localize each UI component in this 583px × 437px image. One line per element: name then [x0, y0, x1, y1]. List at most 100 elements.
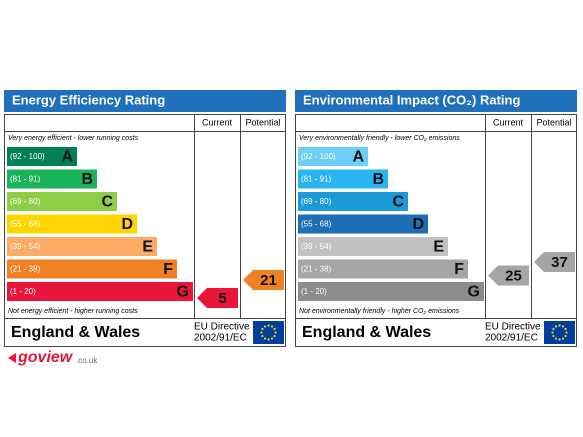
- band-range: (21 - 38): [301, 265, 332, 274]
- eu-star: [564, 334, 567, 338]
- band-range: (81 - 91): [301, 175, 332, 184]
- rating-value: 37: [551, 254, 568, 271]
- eu-star: [554, 325, 558, 328]
- rating-band: [7, 147, 77, 166]
- eu-flag: [544, 321, 575, 344]
- bottom-note: Not environmentally friendly - higher CO…: [299, 308, 460, 315]
- band-letter: B: [372, 171, 384, 188]
- eu-star: [260, 331, 263, 334]
- band-range: (39 - 54): [10, 242, 41, 251]
- band-letter: F: [454, 261, 464, 278]
- band-range: (69 - 80): [301, 197, 332, 206]
- bottom-note: Not energy efficient - higher running co…: [8, 308, 138, 315]
- eu-star: [267, 338, 270, 341]
- directive: 2002/91/EC: [485, 333, 538, 344]
- eu-star: [558, 338, 561, 341]
- band-range: (92 - 100): [301, 152, 336, 161]
- band-range: (81 - 91): [10, 175, 41, 184]
- eu-star: [552, 327, 555, 331]
- current-header: Current: [493, 117, 524, 127]
- eu-star: [565, 331, 568, 334]
- rating-arrow: [243, 269, 284, 290]
- directive: EU Directive: [485, 322, 541, 333]
- eu-star: [263, 337, 267, 340]
- eu-star: [270, 337, 274, 340]
- band-letter: E: [433, 239, 444, 256]
- eu-star: [263, 325, 267, 328]
- band-letter: F: [163, 261, 173, 278]
- title-bar: [4, 90, 286, 112]
- panel-title: Energy Efficiency Rating: [12, 92, 165, 107]
- logo-name: goview: [17, 349, 74, 366]
- rating-value: 25: [505, 267, 522, 284]
- rating-band: [298, 259, 468, 279]
- top-note: Very environmentally friendly - lower CO…: [299, 135, 460, 142]
- eu-star: [551, 331, 554, 334]
- rating-band: [7, 237, 157, 256]
- band-letter: B: [81, 171, 93, 188]
- logo-domain: .co.uk: [76, 356, 98, 365]
- band-range: (21 - 38): [10, 265, 41, 274]
- band-letter: C: [101, 194, 113, 211]
- title-bar: [295, 90, 577, 112]
- rating-band: [298, 169, 388, 189]
- logo-icon: [8, 353, 16, 363]
- eu-star: [267, 324, 270, 327]
- rating-panel: Energy Efficiency Rating Current Potential…: [4, 90, 286, 347]
- eu-star: [564, 327, 567, 331]
- band-letter: A: [61, 149, 73, 166]
- logo: goview .co.uk: [8, 349, 98, 366]
- rating-band: [7, 259, 177, 279]
- eu-star: [552, 334, 555, 338]
- eu-star: [554, 337, 558, 340]
- rating-band: [7, 214, 137, 234]
- band-range: (1 - 20): [301, 287, 327, 296]
- band-letter: A: [352, 149, 364, 166]
- rating-band: [298, 282, 484, 301]
- rating-band: [298, 214, 428, 234]
- eu-star: [261, 334, 264, 338]
- band-letter: D: [412, 216, 424, 233]
- eu-star: [561, 337, 565, 340]
- panel-frame: [295, 114, 577, 347]
- band-letter: E: [142, 239, 153, 256]
- rating-value: 5: [218, 290, 226, 307]
- eu-star: [273, 327, 276, 331]
- band-letter: C: [392, 194, 404, 211]
- panel-frame: [4, 114, 286, 347]
- rating-value: 21: [260, 272, 277, 289]
- potential-header: Potential: [245, 117, 280, 127]
- band-letter: G: [468, 284, 480, 301]
- panel-title: Environmental Impact (CO₂) Rating: [303, 92, 520, 107]
- directive: 2002/91/EC: [194, 333, 247, 344]
- rating-band: [7, 169, 97, 189]
- country: England & Wales: [302, 324, 431, 341]
- country: England & Wales: [11, 324, 140, 341]
- directive: EU Directive: [194, 322, 250, 333]
- band-letter: G: [177, 284, 189, 301]
- rating-panel: Environmental Impact (CO₂) Rating Current…: [295, 90, 577, 347]
- rating-arrow: [534, 251, 575, 272]
- band-range: (39 - 54): [301, 242, 332, 251]
- band-range: (55 - 68): [10, 220, 41, 229]
- current-header: Current: [202, 117, 233, 127]
- band-range: (92 - 100): [10, 152, 45, 161]
- band-range: (55 - 68): [301, 220, 332, 229]
- rating-band: [298, 237, 448, 256]
- band-range: (69 - 80): [10, 197, 41, 206]
- eu-star: [561, 325, 565, 328]
- rating-band: [7, 282, 193, 301]
- potential-header: Potential: [536, 117, 571, 127]
- eu-star: [270, 325, 274, 328]
- eu-star: [273, 334, 276, 338]
- rating-band: [298, 147, 368, 166]
- eu-star: [558, 324, 561, 327]
- band-range: (1 - 20): [10, 287, 36, 296]
- eu-star: [261, 327, 264, 331]
- rating-arrow: [197, 287, 238, 308]
- rating-band: [7, 192, 117, 211]
- eu-flag: [253, 321, 284, 344]
- eu-star: [274, 331, 277, 334]
- rating-band: [298, 192, 408, 211]
